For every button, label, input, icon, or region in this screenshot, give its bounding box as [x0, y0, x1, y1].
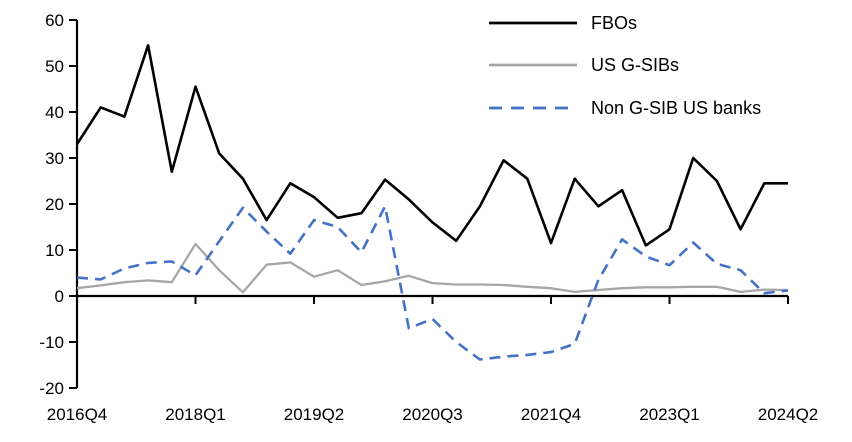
- legend: FBOs US G-SIBs Non G-SIB US banks: [489, 13, 761, 118]
- legend-label-non-gsib-us-banks: Non G-SIB US banks: [591, 98, 761, 118]
- x-axis: 2016Q4 2018Q1 2019Q2 2020Q3 2021Q4 2023Q1 2024…: [47, 294, 819, 424]
- y-axis-tick-label: 10: [45, 241, 64, 260]
- legend-item-fbos: FBOs: [489, 13, 637, 33]
- y-axis: 60 50 40 30 20 10 0 -10 -20: [39, 11, 79, 398]
- y-axis-tick-label: -20: [39, 379, 64, 398]
- y-axis-tick-label: 40: [45, 103, 64, 122]
- y-axis-tick-label: 30: [45, 149, 64, 168]
- legend-item-us-gsibs: US G-SIBs: [489, 55, 679, 75]
- y-axis-tick-label: 20: [45, 195, 64, 214]
- x-axis-tick-label: 2024Q2: [758, 405, 819, 424]
- legend-item-non-gsib-us-banks: Non G-SIB US banks: [489, 98, 761, 118]
- y-axis-tick-label: 60: [45, 11, 64, 30]
- x-axis-tick-label: 2021Q4: [521, 405, 582, 424]
- series-line-us-g-sibs: [76, 242, 789, 294]
- series-line-non-g-sib-us-banks: [76, 205, 789, 361]
- plot-lines: [75, 43, 789, 361]
- legend-label-us-gsibs: US G-SIBs: [591, 55, 679, 75]
- series-line-fbos: [75, 43, 788, 247]
- x-axis-tick-label: 2023Q1: [639, 405, 700, 424]
- x-axis-tick-label: 2019Q2: [284, 405, 345, 424]
- y-axis-tick-label: -10: [39, 333, 64, 352]
- x-axis-tick-label: 2020Q3: [402, 405, 463, 424]
- legend-label-fbos: FBOs: [591, 13, 637, 33]
- x-axis-tick-label: 2016Q4: [47, 405, 108, 424]
- x-axis-tick-label: 2018Q1: [165, 405, 226, 424]
- y-axis-tick-label: 0: [55, 287, 64, 306]
- y-axis-tick-label: 50: [45, 57, 64, 76]
